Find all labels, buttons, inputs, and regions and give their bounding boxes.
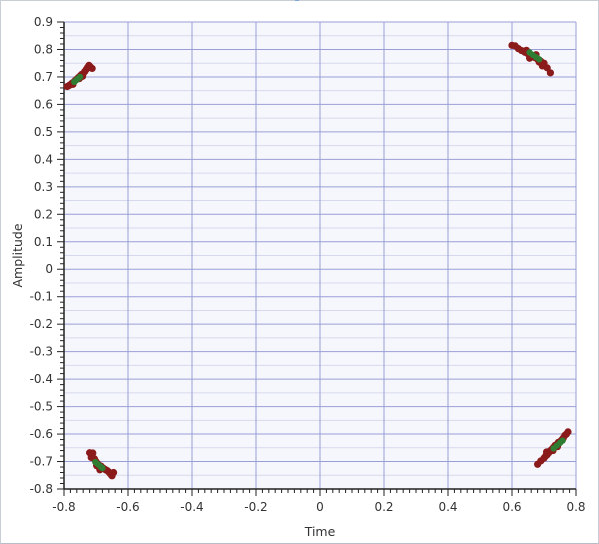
y-tick-label: 0.9 bbox=[34, 15, 53, 29]
data-point bbox=[564, 428, 572, 436]
x-tick-label: -0.8 bbox=[52, 500, 75, 514]
y-axis-title: Amplitude bbox=[10, 223, 25, 287]
data-point bbox=[546, 69, 555, 77]
y-tick-label: -0.1 bbox=[30, 290, 53, 304]
y-tick-label: 0 bbox=[45, 262, 53, 276]
y-tick-label: 0.1 bbox=[34, 235, 53, 249]
window-edge-marker bbox=[295, 0, 299, 4]
data-point bbox=[76, 73, 84, 81]
y-tick-label: -0.4 bbox=[30, 372, 53, 386]
x-tick-label: 0.6 bbox=[502, 500, 521, 514]
x-tick-label: -0.6 bbox=[116, 500, 139, 514]
x-tick-label: -0.2 bbox=[244, 500, 267, 514]
x-tick-label: 0.2 bbox=[374, 500, 393, 514]
y-tick-label: 0.6 bbox=[34, 97, 53, 111]
data-point bbox=[536, 56, 543, 63]
tick-marks bbox=[57, 21, 577, 496]
y-axis-tick-labels: 0.9 0.8 0.7 0.6 0.5 0.4 0.3 0.2 0.1 0 -0.1 -0.2 -0.3… bbox=[30, 15, 53, 496]
data-point bbox=[559, 437, 566, 444]
x-axis-tick-labels: -0.8 -0.6 -0.4 -0.2 0 0.2 0.4 0.6 0.8 bbox=[52, 500, 585, 514]
data-point bbox=[99, 464, 106, 472]
y-tick-label: -0.7 bbox=[30, 455, 53, 469]
x-tick-label: 0.8 bbox=[566, 500, 585, 514]
y-tick-label: 0.2 bbox=[34, 207, 53, 221]
x-tick-label: 0 bbox=[316, 500, 324, 514]
y-tick-label: -0.3 bbox=[30, 345, 53, 359]
y-tick-label: 0.3 bbox=[34, 180, 53, 194]
data-point bbox=[88, 64, 96, 73]
y-tick-label: 0.8 bbox=[34, 42, 53, 56]
y-tick-label: -0.2 bbox=[30, 317, 53, 331]
data-point bbox=[538, 62, 547, 70]
x-tick-label: -0.4 bbox=[180, 500, 203, 514]
y-tick-label: 0.7 bbox=[34, 70, 53, 84]
data-point bbox=[542, 448, 551, 456]
y-tick-label: -0.5 bbox=[30, 400, 53, 414]
x-axis-title: Time bbox=[304, 524, 336, 539]
y-tick-label: -0.6 bbox=[30, 427, 53, 441]
y-tick-label: 0.5 bbox=[34, 125, 53, 139]
major-gridlines bbox=[63, 21, 577, 490]
data-point bbox=[110, 468, 118, 477]
x-tick-label: 0.4 bbox=[438, 500, 457, 514]
y-tick-label: -0.8 bbox=[30, 482, 53, 496]
y-tick-label: 0.4 bbox=[34, 152, 53, 166]
data-points bbox=[63, 41, 572, 480]
